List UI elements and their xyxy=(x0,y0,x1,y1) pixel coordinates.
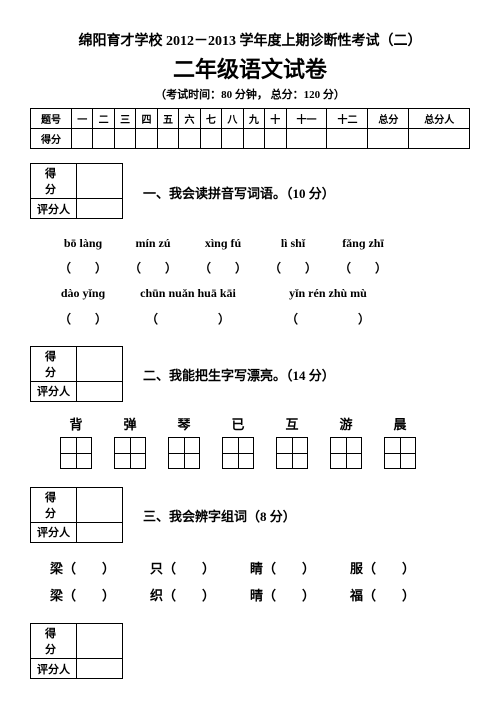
th-3: 三 xyxy=(114,109,135,129)
word-distinguish: 梁（ ）只（ ）睛（ ）服（ ） 梁（ ）织（ ）晴（ ）福（ ） xyxy=(50,555,470,610)
score-label: 得 分 xyxy=(31,346,77,381)
section-2-header-row: 得 分 评分人 二、我能把生字写漂亮。（14 分） xyxy=(30,346,470,404)
tianzige-box xyxy=(222,437,254,469)
grader-label: 评分人 xyxy=(31,659,77,679)
grader-label: 评分人 xyxy=(31,381,77,401)
score-box: 得 分 评分人 xyxy=(30,623,123,679)
score-box: 得 分 评分人 xyxy=(30,346,123,402)
section-1-title: 一、我会读拼音写词语。（10 分） xyxy=(143,183,335,202)
exam-info: （考试时间：80 分钟， 总分：120 分） xyxy=(30,86,470,102)
th-9: 九 xyxy=(243,109,264,129)
zuci-row-1: 梁（ ）只（ ）睛（ ）服（ ） xyxy=(50,555,470,582)
th-10: 十 xyxy=(265,109,286,129)
th-totaler: 总分人 xyxy=(409,109,470,129)
score-box: 得 分 评分人 xyxy=(30,163,123,219)
tianzige-box xyxy=(330,437,362,469)
pinyin-row-1: bō lànɡ mín zú xìnɡ fú lì shǐ fǎnɡ zhī xyxy=(48,231,470,256)
th-2: 二 xyxy=(93,109,114,129)
tianzige-box xyxy=(60,437,92,469)
tianzige-box xyxy=(114,437,146,469)
grader-label: 评分人 xyxy=(31,522,77,542)
th-11: 十一 xyxy=(286,109,327,129)
table-row: 得分 xyxy=(31,129,470,149)
practice-chars: 背 弹 琴 已 互 游 晨 xyxy=(60,414,470,433)
th-6: 六 xyxy=(179,109,200,129)
section-1-header-row: 得 分 评分人 一、我会读拼音写词语。（10 分） xyxy=(30,163,470,221)
th-12: 十二 xyxy=(327,109,368,129)
score-box: 得 分 评分人 xyxy=(30,487,123,543)
paren-row-1: （ ）（ ）（ ）（ ）（ ） xyxy=(48,256,470,281)
score-label: 得 分 xyxy=(31,164,77,199)
th-num: 题号 xyxy=(31,109,72,129)
th-4: 四 xyxy=(136,109,157,129)
grader-label: 评分人 xyxy=(31,199,77,219)
zuci-row-2: 梁（ ）织（ ）晴（ ）福（ ） xyxy=(50,582,470,609)
th-7: 七 xyxy=(200,109,221,129)
table-row: 题号 一 二 三 四 五 六 七 八 九 十 十一 十二 总分 总分人 xyxy=(31,109,470,129)
tianzige-row xyxy=(60,437,470,469)
tianzige-box xyxy=(384,437,416,469)
pinyin-question-1: bō lànɡ mín zú xìnɡ fú lì shǐ fǎnɡ zhī （… xyxy=(48,231,470,332)
th-1: 一 xyxy=(71,109,92,129)
score-label: 得 分 xyxy=(31,487,77,522)
th-8: 八 xyxy=(222,109,243,129)
pinyin-row-2: dào yǐnɡ chūn nuǎn huā kāi yǐn rén zhù m… xyxy=(48,281,470,306)
row-score-label: 得分 xyxy=(31,129,72,149)
exam-title: 二年级语文试卷 xyxy=(30,52,470,84)
tianzige-box xyxy=(276,437,308,469)
score-summary-table: 题号 一 二 三 四 五 六 七 八 九 十 十一 十二 总分 总分人 得分 xyxy=(30,108,470,149)
th-5: 五 xyxy=(157,109,178,129)
section-3-title: 三、我会辨字组词（8 分） xyxy=(143,506,296,525)
school-title: 绵阳育才学校 2012－2013 学年度上期诊断性考试（二） xyxy=(30,30,470,50)
section-3-header-row: 得 分 评分人 三、我会辨字组词（8 分） xyxy=(30,487,470,545)
section-2-title: 二、我能把生字写漂亮。（14 分） xyxy=(143,365,335,384)
th-total: 总分 xyxy=(368,109,409,129)
exam-page: 绵阳育才学校 2012－2013 学年度上期诊断性考试（二） 二年级语文试卷 （… xyxy=(0,0,500,691)
tianzige-box xyxy=(168,437,200,469)
paren-row-2: （ ）（ ）（ ） xyxy=(48,307,470,332)
score-label: 得 分 xyxy=(31,624,77,659)
